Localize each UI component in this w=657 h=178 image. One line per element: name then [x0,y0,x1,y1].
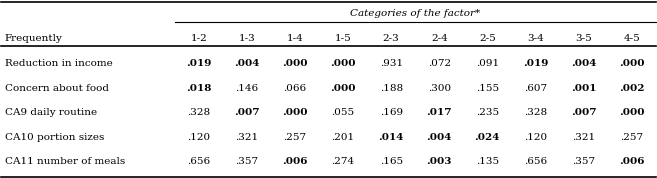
Text: .120: .120 [524,133,547,142]
Text: .656: .656 [524,157,547,166]
Text: .006: .006 [619,157,645,166]
Text: .066: .066 [283,84,307,93]
Text: .000: .000 [283,108,307,117]
Text: .024: .024 [474,133,500,142]
Text: Concern about food: Concern about food [5,84,108,93]
Text: .274: .274 [332,157,355,166]
Text: .055: .055 [332,108,355,117]
Text: .120: .120 [187,133,210,142]
Text: CA9 daily routine: CA9 daily routine [5,108,97,117]
Text: .321: .321 [572,133,595,142]
Text: .328: .328 [524,108,547,117]
Text: .004: .004 [234,59,260,68]
Text: 2-5: 2-5 [479,34,495,43]
Text: .019: .019 [186,59,212,68]
Text: .135: .135 [476,157,499,166]
Text: .656: .656 [187,157,210,166]
Text: 2-4: 2-4 [431,34,447,43]
Text: .257: .257 [283,133,307,142]
Text: .000: .000 [330,84,356,93]
Text: 1-5: 1-5 [334,34,351,43]
Text: Categories of the factor*: Categories of the factor* [350,9,480,18]
Text: .018: .018 [186,84,212,93]
Text: .091: .091 [476,59,499,68]
Text: 2-3: 2-3 [383,34,399,43]
Text: .328: .328 [187,108,210,117]
Text: .007: .007 [234,108,260,117]
Text: .201: .201 [332,133,355,142]
Text: .006: .006 [283,157,307,166]
Text: 1-4: 1-4 [286,34,304,43]
Text: .235: .235 [476,108,499,117]
Text: 3-5: 3-5 [575,34,592,43]
Text: .357: .357 [572,157,595,166]
Text: .007: .007 [571,108,597,117]
Text: .300: .300 [428,84,451,93]
Text: 1-3: 1-3 [238,34,256,43]
Text: .072: .072 [428,59,451,68]
Text: .188: .188 [380,84,403,93]
Text: .931: .931 [380,59,403,68]
Text: .257: .257 [620,133,643,142]
Text: 1-2: 1-2 [191,34,207,43]
Text: .019: .019 [523,59,548,68]
Text: .000: .000 [619,59,645,68]
Text: 4-5: 4-5 [623,34,640,43]
Text: .357: .357 [235,157,258,166]
Text: Reduction in income: Reduction in income [5,59,112,68]
Text: .146: .146 [235,84,258,93]
Text: .000: .000 [330,59,356,68]
Text: .165: .165 [380,157,403,166]
Text: CA10 portion sizes: CA10 portion sizes [5,133,104,142]
Text: .003: .003 [426,157,452,166]
Text: .000: .000 [619,108,645,117]
Text: .169: .169 [380,108,403,117]
Text: .017: .017 [426,108,452,117]
Text: .155: .155 [476,84,499,93]
Text: Frequently: Frequently [5,34,62,43]
Text: CA11 number of meals: CA11 number of meals [5,157,125,166]
Text: .000: .000 [283,59,307,68]
Text: .004: .004 [571,59,596,68]
Text: .014: .014 [378,133,404,142]
Text: .321: .321 [235,133,258,142]
Text: .004: .004 [426,133,452,142]
Text: .002: .002 [619,84,645,93]
Text: 3-4: 3-4 [527,34,544,43]
Text: .001: .001 [571,84,597,93]
Text: .607: .607 [524,84,547,93]
